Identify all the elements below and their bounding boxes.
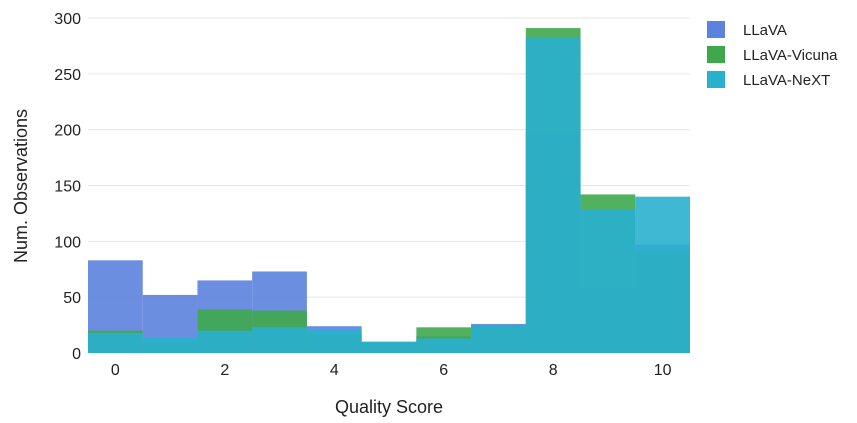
x-tick-label: 4 (330, 362, 339, 379)
x-tick-label: 2 (220, 362, 229, 379)
bar (635, 196, 690, 353)
bars (88, 28, 690, 354)
series-bars (88, 38, 690, 353)
legend-label: LLaVA (743, 22, 787, 39)
y-tick-label: 100 (54, 234, 81, 251)
legend-swatch (707, 21, 725, 38)
legend-swatch (707, 46, 725, 63)
y-axis-title: Num. Observations (11, 109, 31, 263)
legend-swatch (707, 71, 725, 88)
x-tick-label: 8 (549, 362, 558, 379)
bar (88, 332, 143, 353)
bar (525, 38, 581, 353)
legend: LLaVA LLaVA-Vicuna LLaVA-NeXT (707, 21, 838, 89)
bar (471, 325, 526, 353)
legend-label: LLaVA-Vicuna (743, 47, 838, 64)
y-tick-labels: 0 50 100 150 200 250 300 (54, 11, 81, 363)
y-tick-label: 200 (54, 123, 81, 140)
x-axis-title: Quality Score (335, 397, 443, 417)
bar (580, 208, 636, 353)
y-tick-label: 300 (54, 11, 81, 28)
y-tick-label: 0 (72, 346, 81, 363)
bar (197, 330, 253, 353)
x-tick-label: 0 (111, 362, 120, 379)
bar (361, 341, 417, 353)
x-tick-label: 6 (439, 362, 448, 379)
y-tick-label: 250 (54, 67, 81, 84)
bar (252, 327, 307, 353)
x-tick-label: 10 (654, 362, 672, 379)
x-tick-labels: 0 2 4 6 8 10 (111, 362, 672, 379)
y-tick-label: 150 (54, 179, 81, 196)
legend-label: LLaVA-NeXT (743, 72, 830, 89)
bar (142, 337, 198, 353)
bar (416, 338, 472, 353)
y-tick-label: 50 (63, 290, 81, 307)
bar (306, 329, 362, 353)
